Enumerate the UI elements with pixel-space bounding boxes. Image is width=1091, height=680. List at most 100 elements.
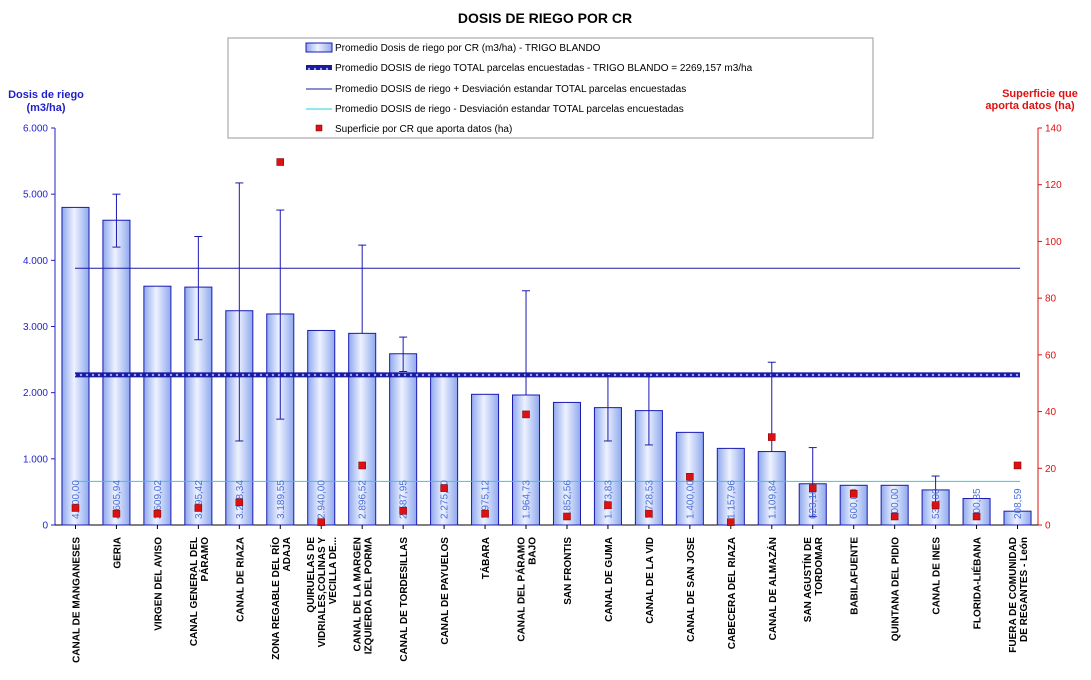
surface-marker <box>890 512 899 521</box>
right-tick-label: 140 <box>1045 124 1062 135</box>
right-tick-label: 20 <box>1045 464 1057 475</box>
bar-value-label: 2.940,00 <box>317 480 328 519</box>
category-label: CANAL GENERAL DEL <box>189 537 200 646</box>
category-label: CANAL DE RIAZA <box>235 537 246 622</box>
category-label: BABILAFUENTE <box>850 537 861 615</box>
bar-value-label: 400,35 <box>972 488 983 519</box>
legend-item-plus-sd: Promedio DOSIS de riego + Desviación est… <box>306 84 686 95</box>
legend-label-mean: Promedio DOSIS de riego TOTAL parcelas e… <box>335 63 753 74</box>
left-tick-label: 4.000 <box>23 256 48 267</box>
category-label: CANAL DE SAN JOSE <box>686 537 697 642</box>
bar-value-label: 3.595,42 <box>194 480 205 519</box>
surface-marker <box>358 461 366 470</box>
surface-marker <box>194 504 203 512</box>
right-tick-label: 120 <box>1045 180 1062 191</box>
category-label: ZONA REGABLE DEL RÍO <box>269 537 282 660</box>
right-tick-label: 0 <box>1045 521 1051 532</box>
category-label: CANAL DE PAYUELOS <box>440 537 451 645</box>
category-label: SAN AGUSTÍN DE <box>801 537 814 623</box>
category-label: DE REGANTES - León <box>1019 537 1030 642</box>
left-tick-label: 2.000 <box>23 388 48 399</box>
surface-marker <box>768 433 776 441</box>
surface-marker <box>604 501 612 509</box>
left-tick-label: 1.000 <box>23 454 48 465</box>
category-label: GERIA <box>112 537 123 569</box>
mean-line <box>75 372 1020 378</box>
category-label: ADAJA <box>282 537 293 571</box>
surface-marker <box>645 509 653 518</box>
surface-marker <box>563 512 571 521</box>
category-label: CANAL DE MANGANESES <box>71 537 82 663</box>
bar-value-label: 3.189,55 <box>276 480 287 519</box>
bar-value-label: 3.609,02 <box>153 480 164 519</box>
surface-marker <box>522 410 530 419</box>
plot-area: 0 1.000 2.000 3.000 4.000 5.000 6.000 0 20 40 60 80… <box>23 124 1062 663</box>
right-axis-title-line2: aporta datos (ha) <box>985 100 1075 112</box>
bar-value-label: 1.728,53 <box>644 480 655 519</box>
bar <box>552 401 581 526</box>
left-tick-label: 0 <box>42 521 48 532</box>
category-label: CANAL DE TORDESILLAS <box>399 537 410 662</box>
surface-marker <box>235 498 244 507</box>
category-label: SAN FRONTIS <box>563 537 574 605</box>
bar <box>471 393 500 526</box>
legend-label-surface: Superficie por CR que aporta datos (ha) <box>335 124 512 135</box>
bar <box>430 373 459 526</box>
right-tick-label: 60 <box>1045 350 1057 361</box>
right-tick-label: 100 <box>1045 237 1062 248</box>
category-label: FLORIDA-LIÉBANA <box>971 537 984 629</box>
right-tick-label: 80 <box>1045 294 1057 305</box>
category-label: CANAL DE ALMAZÁN <box>766 537 779 640</box>
legend-label-plus-sd: Promedio DOSIS de riego + Desviación est… <box>335 84 686 95</box>
surface-marker <box>931 501 940 509</box>
legend-label-minus-sd: Promedio DOSIS de riego - Desviación est… <box>335 104 684 115</box>
bar-value-label: 208,59 <box>1013 488 1024 519</box>
bar <box>143 285 172 526</box>
legend-item-bars: Promedio Dosis de riego por CR (m3/ha) -… <box>305 42 601 54</box>
surface-marker <box>399 507 407 515</box>
category-label: TÁBARA <box>479 537 492 579</box>
bar-value-label: 623,18 <box>808 488 819 519</box>
surface-marker <box>1013 461 1022 470</box>
surface-marker <box>112 509 121 518</box>
legend: Promedio Dosis de riego por CR (m3/ha) -… <box>227 37 874 139</box>
category-label: QUINTANA DEL PIDIO <box>891 537 902 641</box>
bar <box>61 206 90 526</box>
surface-marker <box>686 473 694 481</box>
left-axis-title-line1: Dosis de riego <box>8 89 84 101</box>
category-label: CABECERA DEL RIAZA <box>727 537 738 649</box>
bar-value-label: 1.975,12 <box>481 480 492 519</box>
surface-marker <box>153 509 162 518</box>
surface-marker <box>276 158 285 166</box>
chart-title: DOSIS DE RIEGO POR CR <box>458 10 632 26</box>
surface-marker <box>849 490 858 498</box>
bar-value-label: 1.400,00 <box>685 480 696 519</box>
category-label: VIRGEN DEL AVISO <box>153 537 164 631</box>
right-axis-title-line1: Superficie que <box>1002 88 1078 100</box>
bar-value-label: 2.275,00 <box>440 480 451 519</box>
left-tick-label: 5.000 <box>23 190 48 201</box>
category-label: CANAL DE INES <box>932 537 943 615</box>
legend-item-mean: Promedio DOSIS de riego TOTAL parcelas e… <box>306 63 753 74</box>
category-label: FUERA DE COMUNIDAD <box>1008 537 1019 653</box>
legend-label-bars: Promedio Dosis de riego por CR (m3/ha) -… <box>335 43 601 54</box>
bar-value-label: 600,00 <box>890 488 901 519</box>
category-label: TORDOMAR <box>814 536 825 595</box>
category-label: IZQUIERDA DEL PORMA <box>364 537 375 654</box>
category-label: CANAL DE LA MARGEN <box>353 537 364 651</box>
legend-item-minus-sd: Promedio DOSIS de riego - Desviación est… <box>306 104 684 115</box>
bar <box>348 332 377 526</box>
left-axis-title-line2: (m3/ha) <box>26 102 65 114</box>
category-label: PÁRAMO <box>198 537 211 582</box>
bar-value-label: 1.109,84 <box>767 480 778 519</box>
bar <box>962 498 991 526</box>
surface-marker <box>808 484 817 492</box>
bar-value-label: 4.605,94 <box>112 480 123 519</box>
left-tick-label: 6.000 <box>23 124 48 135</box>
category-label: CANAL DEL PÁRAMO <box>515 537 528 642</box>
category-label: QUIRUELAS DE <box>306 537 317 613</box>
category-label: CANAL DE LA VID <box>645 537 656 624</box>
category-label: VECILLA DE... <box>328 537 339 605</box>
right-tick-label: 40 <box>1045 407 1057 418</box>
